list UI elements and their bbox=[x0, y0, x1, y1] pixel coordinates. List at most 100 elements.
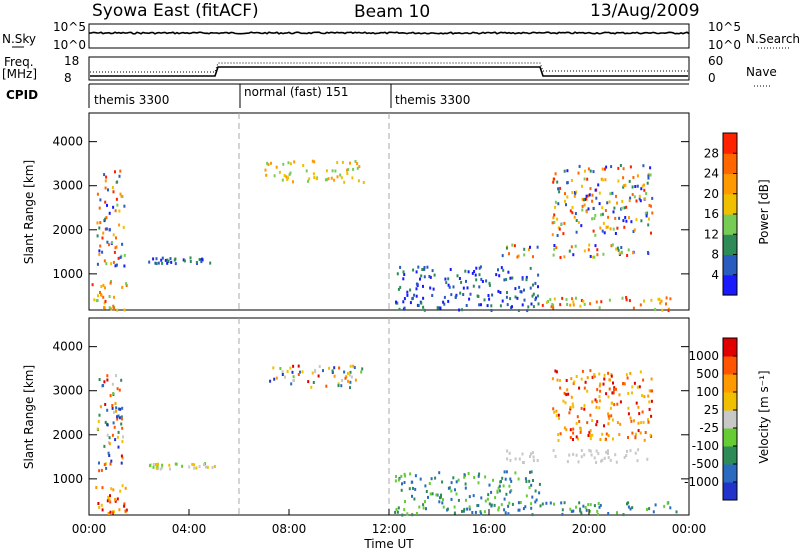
echo-cell bbox=[587, 194, 590, 198]
echo-cell bbox=[575, 219, 578, 222]
echo-cell bbox=[581, 204, 584, 208]
echo-cell bbox=[270, 161, 272, 165]
echo-cell bbox=[625, 219, 628, 223]
echo-cell bbox=[532, 459, 535, 463]
echo-cell bbox=[609, 458, 612, 462]
echo-cell bbox=[428, 482, 431, 485]
echo-cell bbox=[181, 464, 184, 468]
echo-cell bbox=[525, 278, 528, 282]
echo-cell bbox=[472, 494, 475, 498]
echo-cell bbox=[514, 287, 517, 291]
echo-cell bbox=[650, 204, 652, 208]
echo-cell bbox=[650, 377, 653, 381]
echo-cell bbox=[346, 372, 349, 375]
echo-cell bbox=[602, 221, 605, 225]
echo-cell bbox=[529, 245, 531, 249]
echo-cell bbox=[581, 208, 584, 212]
echo-cell bbox=[484, 475, 487, 479]
echo-cell bbox=[506, 291, 508, 294]
echo-cell bbox=[598, 191, 601, 195]
echo-cell bbox=[631, 385, 634, 389]
echo-cell bbox=[449, 268, 452, 271]
echo-cell bbox=[349, 364, 352, 368]
echo-cell bbox=[273, 377, 276, 381]
echo-cell bbox=[611, 191, 614, 195]
echo-cell bbox=[161, 463, 164, 467]
echo-cell bbox=[289, 171, 292, 175]
echo-cell bbox=[333, 366, 336, 370]
echo-cell bbox=[443, 302, 446, 306]
echo-cell bbox=[651, 211, 654, 215]
echo-cell bbox=[281, 370, 284, 374]
echo-cell bbox=[568, 453, 571, 457]
echo-cell bbox=[650, 298, 653, 302]
echo-cell bbox=[537, 273, 540, 277]
velocity-frame bbox=[88, 317, 690, 516]
echo-cell bbox=[413, 293, 416, 297]
echo-cell bbox=[617, 248, 620, 252]
echo-cell bbox=[583, 203, 586, 207]
nsky-label: N.Sky bbox=[2, 32, 36, 46]
x-tick-label: 08:00 bbox=[272, 522, 307, 536]
echo-cell bbox=[537, 302, 540, 306]
echo-cell bbox=[99, 291, 101, 294]
echo-cell bbox=[99, 405, 102, 409]
echo-cell bbox=[279, 367, 282, 370]
echo-cell bbox=[183, 259, 186, 263]
echo-cell bbox=[639, 370, 642, 374]
echo-cell bbox=[648, 217, 650, 221]
echo-cell bbox=[629, 196, 632, 200]
echo-cell bbox=[322, 369, 324, 373]
echo-cell bbox=[353, 366, 356, 369]
echo-cell bbox=[504, 477, 507, 481]
echo-cell bbox=[644, 197, 647, 201]
echo-cell bbox=[530, 452, 532, 456]
y-tick-label: 4000 bbox=[52, 135, 83, 149]
echo-cell bbox=[100, 285, 103, 288]
echo-cell bbox=[633, 228, 636, 232]
echo-cell bbox=[343, 370, 346, 374]
echo-cell bbox=[621, 296, 624, 300]
echo-cell bbox=[415, 511, 418, 515]
velocity-colorbar: 1000 500 100 25 -25 -100 -500 -1000 bbox=[684, 337, 738, 501]
echo-cell bbox=[166, 258, 169, 262]
echo-cell bbox=[577, 221, 580, 224]
echo-cell bbox=[103, 444, 106, 448]
echo-cell bbox=[106, 203, 108, 207]
echo-cell bbox=[116, 203, 119, 207]
echo-cell bbox=[584, 380, 587, 384]
echo-cell bbox=[589, 437, 592, 441]
echo-cell bbox=[188, 465, 191, 469]
echo-cell bbox=[648, 203, 651, 207]
echo-cell bbox=[588, 509, 591, 513]
echo-cell bbox=[607, 452, 609, 455]
echo-cell bbox=[396, 272, 399, 276]
echo-cell bbox=[516, 255, 519, 259]
echo-cell bbox=[579, 430, 582, 434]
echo-cell bbox=[115, 236, 117, 240]
echo-cell bbox=[193, 463, 196, 467]
y-tick-label: 2000 bbox=[52, 223, 83, 237]
echo-cell bbox=[675, 510, 678, 514]
echo-cell bbox=[313, 176, 316, 179]
colorbar-tick-label: 1000 bbox=[688, 349, 719, 363]
echo-cell bbox=[613, 403, 616, 407]
echo-cell bbox=[639, 303, 642, 307]
echo-cell bbox=[565, 379, 568, 382]
echo-cell bbox=[103, 463, 106, 467]
echo-cell bbox=[530, 502, 533, 506]
echo-cell bbox=[509, 490, 512, 494]
echo-cell bbox=[585, 197, 588, 201]
echo-cell bbox=[424, 500, 426, 504]
echo-cell bbox=[531, 495, 534, 499]
echo-cell bbox=[108, 211, 111, 215]
echo-cell bbox=[112, 233, 115, 237]
freq-trace bbox=[90, 66, 688, 77]
echo-cell bbox=[289, 162, 292, 166]
echo-cell bbox=[452, 285, 455, 289]
nsky-frame bbox=[88, 23, 690, 49]
echo-cell bbox=[266, 161, 269, 165]
echo-cell bbox=[101, 508, 104, 512]
echo-cell bbox=[536, 294, 539, 298]
echo-cell bbox=[111, 404, 114, 407]
